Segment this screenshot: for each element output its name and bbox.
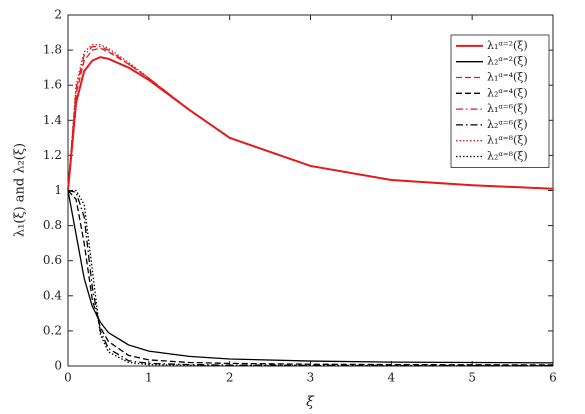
legend-box <box>450 34 550 168</box>
y-tick-label: 0.2 <box>43 323 62 337</box>
legend-label: λ₂ᵅ⁼⁴(ξ) <box>487 86 528 99</box>
x-tick-label: 3 <box>307 371 315 385</box>
series-line <box>67 45 554 191</box>
y-axis-label: λ₁(ξ) and λ₂(ξ) <box>13 143 28 237</box>
legend: λ₁ᵅ⁼²(ξ) λ₂ᵅ⁼²(ξ) λ₁ᵅ⁼⁴(ξ) λ₂ᵅ⁼⁴(ξ) λ₁ᵅ⁼⁶(ξ)… <box>450 34 550 168</box>
legend-label: λ₁ᵅ⁼⁸(ξ) <box>487 134 528 147</box>
series-line <box>67 189 554 367</box>
legend-label: λ₂ᵅ⁼⁸(ξ) <box>487 150 528 163</box>
x-tick-label: 0 <box>64 371 72 385</box>
y-tick-label: 0.8 <box>43 218 62 232</box>
x-tick-label: 5 <box>468 371 476 385</box>
x-tick-label: 1 <box>145 371 153 385</box>
y-tick-label: 0 <box>54 359 62 373</box>
series-line <box>67 190 554 364</box>
legend-label: λ₂ᵅ⁼²(ξ) <box>487 55 528 68</box>
y-tick-label: 1.6 <box>43 78 62 92</box>
x-tick-label: 4 <box>388 371 396 385</box>
y-tick-label: 2 <box>54 8 62 22</box>
x-axis-label: ξ <box>306 394 315 410</box>
x-tick-label: 6 <box>549 371 557 385</box>
legend-label: λ₁ᵅ⁼⁶(ξ) <box>487 102 528 115</box>
y-tick-label: 0.6 <box>43 253 62 267</box>
series-line <box>67 190 554 366</box>
y-tick-label: 1.4 <box>43 113 62 127</box>
y-tick-label: 1.2 <box>43 148 62 162</box>
y-tick-label: 0.4 <box>43 288 62 302</box>
y-tick-label: 1.8 <box>43 43 62 57</box>
y-tick-label: 1 <box>54 183 62 197</box>
legend-label: λ₁ᵅ⁼²(ξ) <box>487 39 528 52</box>
legend-label: λ₁ᵅ⁼⁴(ξ) <box>487 71 528 84</box>
x-tick-label: 2 <box>226 371 234 385</box>
series-line <box>68 189 553 367</box>
legend-label: λ₂ᵅ⁼⁶(ξ) <box>487 118 528 131</box>
